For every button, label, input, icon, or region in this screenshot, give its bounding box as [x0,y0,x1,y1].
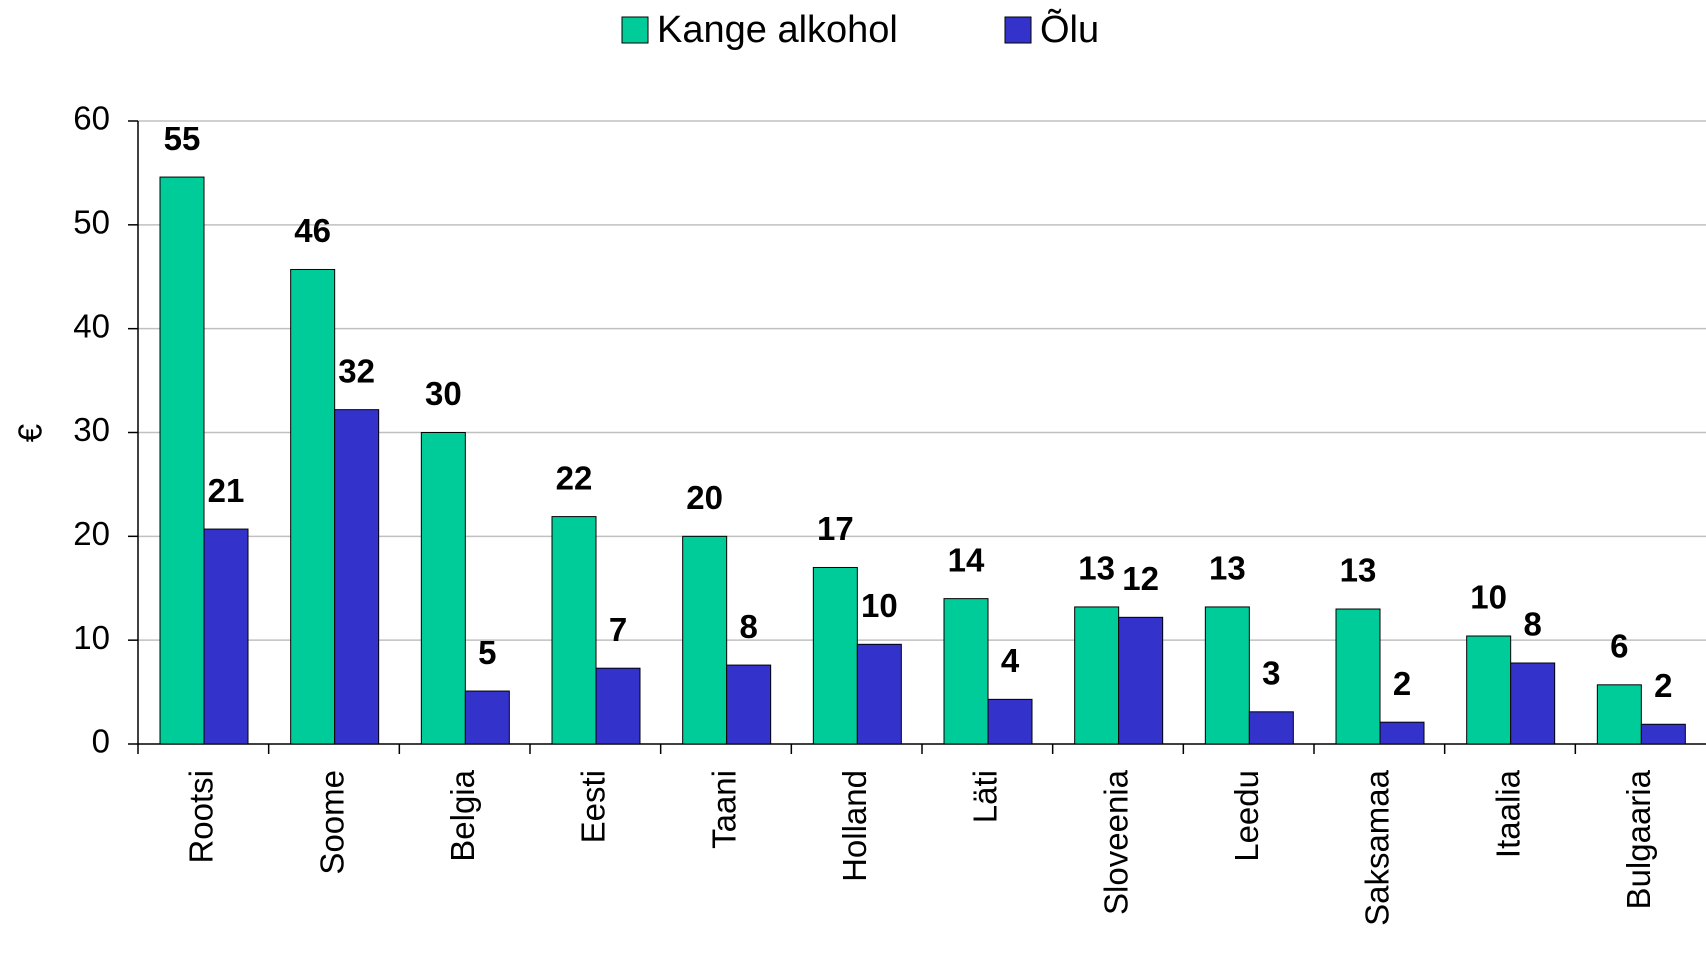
bar [943,598,989,745]
data-label: 8 [739,608,757,645]
bar [334,409,380,745]
bar [1466,635,1512,745]
data-label: 7 [609,611,627,648]
bar [1118,616,1164,745]
bar [1335,608,1381,745]
bar [464,690,510,745]
data-label: 20 [686,479,723,516]
data-label: 22 [556,459,593,496]
bar [1248,711,1294,745]
data-label: 4 [1001,642,1020,679]
data-label: 12 [1122,560,1159,597]
bar [1640,723,1686,745]
x-tick-label: Saksamaa [1359,769,1396,926]
data-label: 13 [1209,550,1246,587]
bar [595,667,641,745]
x-tick-label: Taani [705,770,742,849]
x-tick-label: Belgia [444,769,481,861]
bar [420,432,466,745]
bar [203,528,249,745]
y-tick-label: 20 [73,515,110,552]
bar [682,535,728,745]
data-label: 10 [1470,579,1507,616]
y-tick-label: 10 [73,619,110,656]
data-label: 55 [164,120,201,157]
data-label: 2 [1393,665,1411,702]
x-tick-label: Itaalia [1489,769,1526,858]
x-tick-label: Eesti [575,770,612,843]
bar [1596,684,1642,745]
bar [987,698,1033,745]
bar [1379,721,1425,745]
data-label: 5 [478,634,496,671]
y-tick-label: 50 [73,204,110,241]
x-tick-label: Leedu [1228,770,1265,862]
data-label: 2 [1654,667,1672,704]
bar [1510,662,1556,745]
bar [726,664,772,745]
data-label: 13 [1078,550,1115,587]
y-axis-label: € [12,424,49,442]
data-label: 30 [425,375,462,412]
y-tick-label: 0 [92,723,110,760]
x-tick-label: Bulgaaria [1620,769,1657,909]
x-tick-label: Rootsi [183,770,220,864]
data-label: 3 [1262,655,1280,692]
data-label: 21 [208,472,245,509]
data-label: 32 [338,352,375,389]
bar [812,566,858,745]
x-tick-label: Soome [313,770,350,875]
legend-label: Õlu [1040,7,1099,51]
bar [1204,606,1250,745]
y-tick-label: 60 [73,100,110,137]
legend-label: Kange alkohol [657,9,898,51]
data-label: 8 [1523,606,1541,643]
x-tick-label: Läti [967,770,1004,823]
x-tick-label: Holland [836,770,873,882]
bar [290,268,336,745]
y-tick-label: 40 [73,307,110,344]
x-tick-label: Sloveenia [1097,769,1134,915]
data-label: 13 [1340,552,1377,589]
bar [1074,606,1120,745]
legend-swatch [621,16,649,44]
bar [856,643,902,745]
data-label: 10 [861,587,898,624]
bar [159,176,205,745]
data-label: 17 [817,510,854,547]
legend-swatch [1004,16,1032,44]
data-label: 46 [294,212,331,249]
y-tick-label: 30 [73,411,110,448]
data-label: 14 [948,541,985,578]
data-label: 6 [1610,628,1628,665]
bar [551,516,597,745]
